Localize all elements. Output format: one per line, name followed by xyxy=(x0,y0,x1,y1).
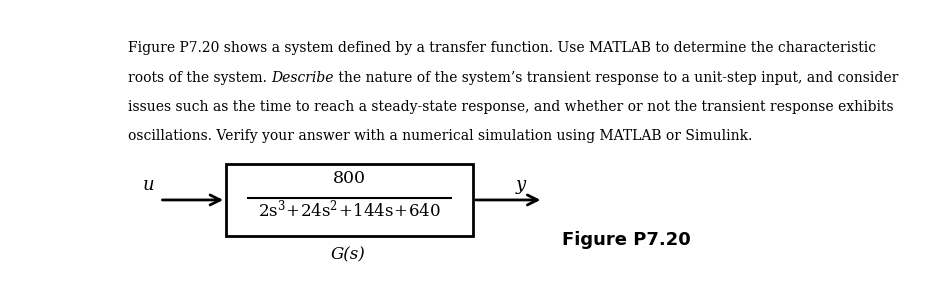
Text: y: y xyxy=(516,176,526,194)
Text: Figure P7.20: Figure P7.20 xyxy=(562,232,690,250)
Text: 800: 800 xyxy=(333,170,367,187)
Text: the nature of the system’s transient response to a unit-step input, and consider: the nature of the system’s transient res… xyxy=(333,71,898,85)
Text: Describe: Describe xyxy=(271,71,333,85)
Text: G(s): G(s) xyxy=(330,247,366,264)
Text: issues such as the time to reach a steady-state response, and whether or not the: issues such as the time to reach a stead… xyxy=(128,100,894,114)
Text: oscillations. Verify your answer with a numerical simulation using MATLAB or Sim: oscillations. Verify your answer with a … xyxy=(128,129,752,143)
Text: roots of the system.: roots of the system. xyxy=(128,71,271,85)
Text: u: u xyxy=(143,176,154,194)
Text: $\mathregular{2s^3\!+\!24s^2\!+\!144s\!+\!640}$: $\mathregular{2s^3\!+\!24s^2\!+\!144s\!+… xyxy=(258,199,441,221)
Bar xyxy=(226,164,473,236)
Text: Figure P7.20 shows a system defined by a transfer function. Use MATLAB to determ: Figure P7.20 shows a system defined by a… xyxy=(128,41,876,56)
